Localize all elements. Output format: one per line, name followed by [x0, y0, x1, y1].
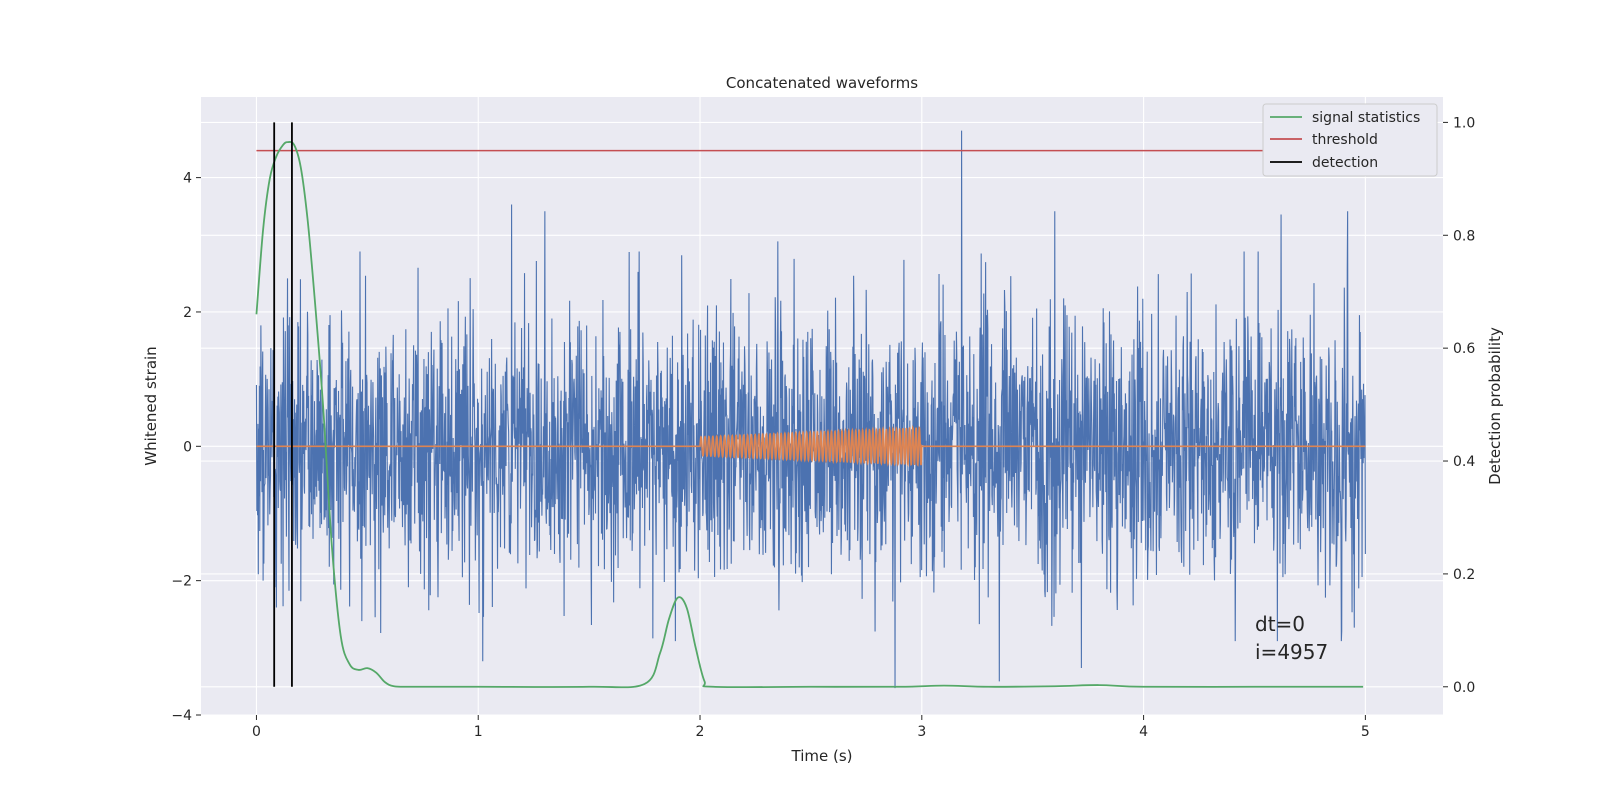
y-tick-label: 0 [183, 439, 192, 455]
series-strain-line [255, 130, 1366, 689]
y-axis-label: Whitened strain [142, 346, 160, 465]
x-tick-label: 5 [1361, 724, 1370, 740]
y-tick-label: −4 [171, 708, 192, 724]
y2-tick-label: 1.0 [1453, 115, 1475, 131]
axes-layer: 0 1 2 3 4 5 −4 −2 0 2 4 0.0 0.2 0.4 0.6 0.8 1.0 [171, 115, 1475, 740]
y2-tick-label: 0.8 [1453, 228, 1475, 244]
y2-tick-label: 0.2 [1453, 567, 1475, 583]
x-axis-label: Time (s) [791, 747, 853, 765]
y2-axis-label: Detection probability [1486, 327, 1504, 485]
series-injected-line [256, 425, 1366, 468]
y-tick-label: 4 [183, 171, 192, 187]
series-signal-statistics-line [255, 141, 1364, 689]
y-tick-label: −2 [171, 574, 192, 590]
y2-tick-label: 0.6 [1453, 341, 1475, 357]
chart-title: Concatenated waveforms [726, 74, 918, 92]
x-tick-label: 2 [696, 724, 705, 740]
legend-label-signal-statistics: signal statistics [1312, 110, 1420, 126]
annotation-dt: dt=0 [1255, 612, 1305, 636]
legend-label-threshold: threshold [1312, 132, 1378, 148]
y2-tick-label: 0.0 [1453, 680, 1475, 696]
x-tick-label: 4 [1139, 724, 1148, 740]
legend: signal statistics threshold detection [1262, 103, 1438, 177]
legend-box [1262, 103, 1438, 177]
legend-label-detection: detection [1312, 155, 1378, 171]
x-tick-label: 3 [917, 724, 926, 740]
series-layer [255, 122, 1388, 689]
y-tick-label: 2 [183, 305, 192, 321]
x-tick-label: 0 [252, 724, 261, 740]
annotation-index: i=4957 [1255, 640, 1328, 664]
y2-tick-label: 0.4 [1453, 454, 1475, 470]
x-tick-label: 1 [474, 724, 483, 740]
